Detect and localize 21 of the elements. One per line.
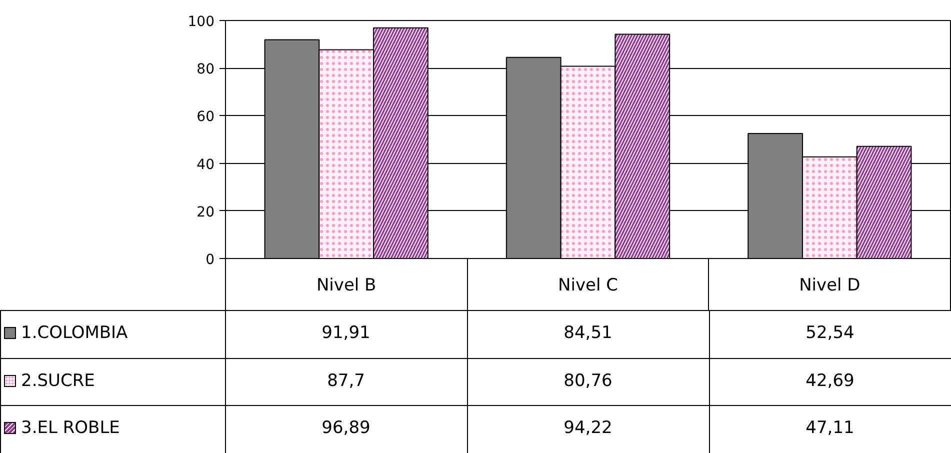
text: 80,76 [564,370,612,391]
text: 47,11 [806,418,854,438]
legend-label: 2.SUCRE [21,370,95,393]
legend-label: 1.COLOMBIA [21,322,128,345]
text: 52,54 [806,323,854,343]
y-tick-label: 80 [196,62,215,78]
y-tick-label: 20 [196,204,215,220]
y-tick-label: 100 [188,14,215,30]
text: 84,51 [564,323,612,343]
y-tick-label: 60 [196,109,215,126]
text: 91,91 [322,323,370,343]
y-tick-label: 40 [196,156,215,173]
x-tick-label: Nivel B [316,276,376,296]
text: 94,22 [564,418,612,438]
text: 96,89 [322,418,370,438]
y-tick-label: 0 [206,252,215,268]
legend-label: 3.EL ROBLE [21,417,120,440]
x-tick-label: Nivel C [558,276,618,296]
text: 42,69 [806,370,854,391]
x-tick-label: Nivel D [799,276,860,296]
text: 87,7 [327,370,365,391]
